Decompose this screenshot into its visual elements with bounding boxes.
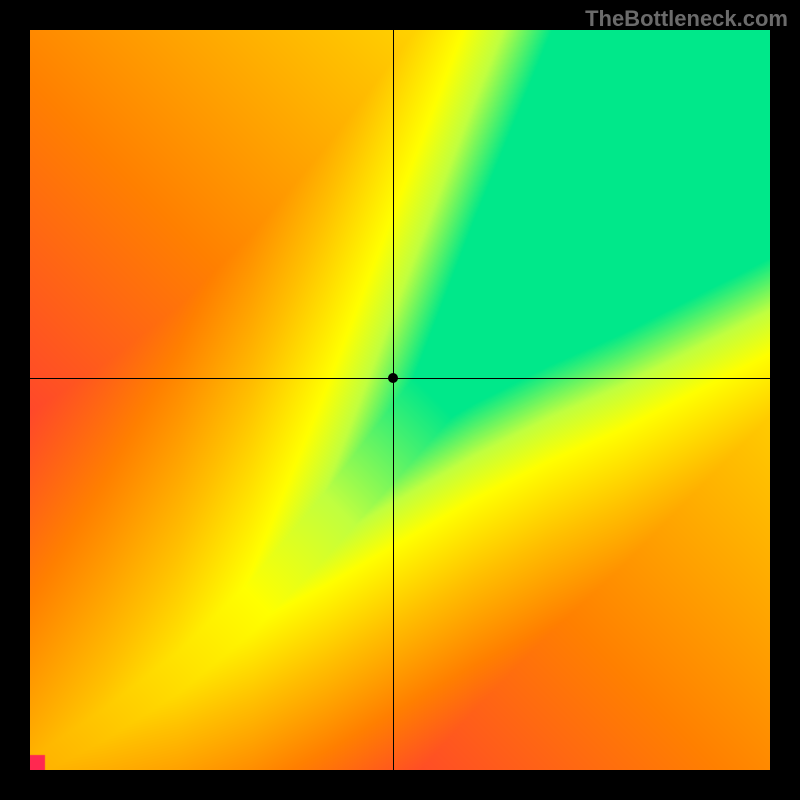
watermark-text: TheBottleneck.com (585, 6, 788, 32)
chart-container: TheBottleneck.com (0, 0, 800, 800)
crosshair-marker (388, 373, 398, 383)
crosshair-horizontal (30, 378, 770, 379)
crosshair-vertical (393, 30, 394, 770)
plot-area (30, 30, 770, 770)
heatmap-canvas (30, 30, 770, 770)
